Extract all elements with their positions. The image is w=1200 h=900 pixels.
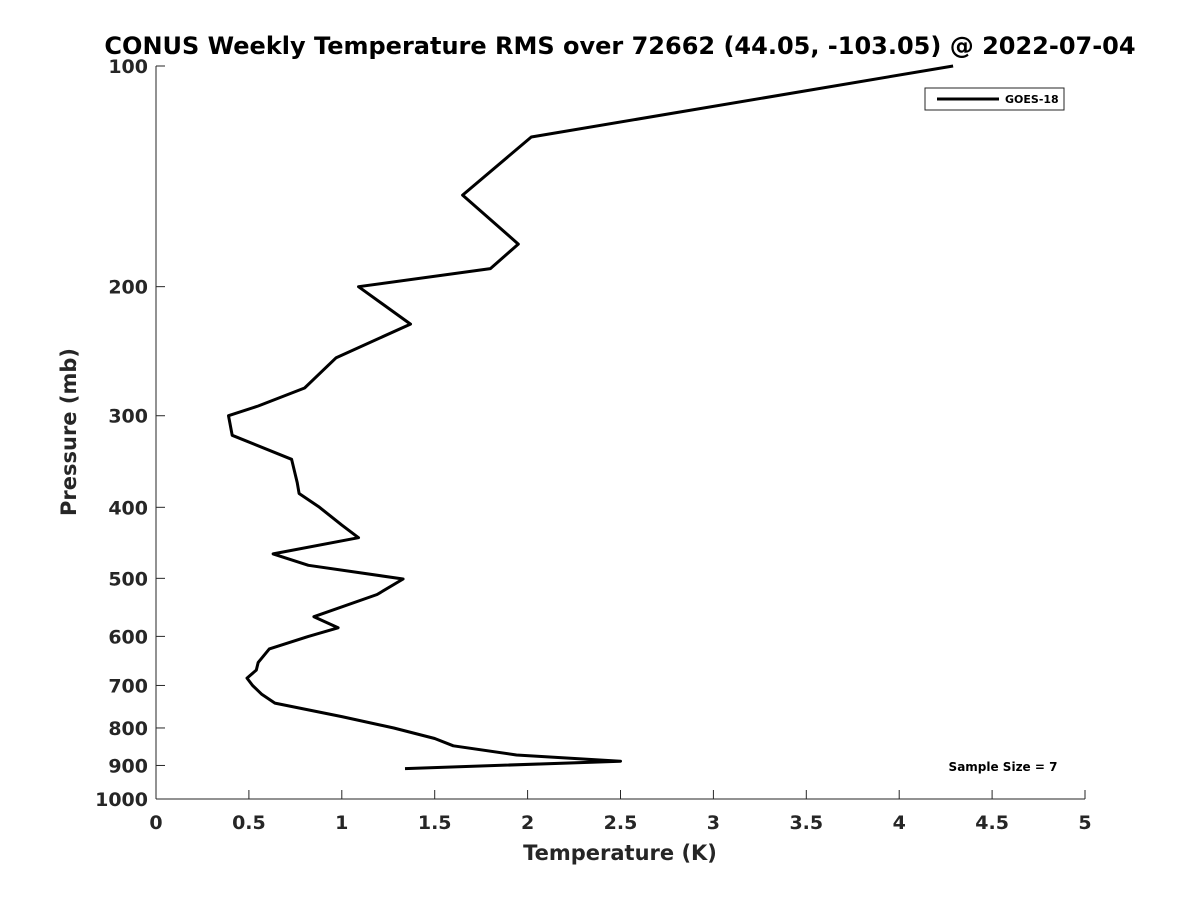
y-tick-label: 800 bbox=[108, 718, 148, 740]
x-tick-label: 5 bbox=[1078, 812, 1091, 834]
x-tick-label: 2 bbox=[521, 812, 534, 834]
x-axis-label: Temperature (K) bbox=[523, 841, 717, 865]
y-tick-label: 700 bbox=[108, 675, 148, 697]
y-tick-label: 500 bbox=[108, 568, 148, 590]
x-tick-label: 3.5 bbox=[789, 812, 823, 834]
y-tick-label: 100 bbox=[108, 56, 148, 78]
x-tick-label: 0 bbox=[149, 812, 162, 834]
plot-background bbox=[156, 66, 1085, 799]
x-ticks: 0 0.5 1 1.5 2 2.5 3 3.5 4 4.5 5 bbox=[149, 790, 1092, 834]
x-tick-label: 1.5 bbox=[418, 812, 452, 834]
y-axis-label: Pressure (mb) bbox=[57, 348, 81, 516]
sample-size-annotation: Sample Size = 7 bbox=[949, 760, 1058, 774]
x-tick-label: 4.5 bbox=[975, 812, 1009, 834]
series-group bbox=[227, 64, 954, 771]
x-tick-label: 2.5 bbox=[604, 812, 638, 834]
y-tick-label: 400 bbox=[108, 497, 148, 519]
legend-label: GOES-18 bbox=[1005, 93, 1059, 106]
y-tick-label: 900 bbox=[108, 755, 148, 777]
x-tick-label: 1 bbox=[335, 812, 348, 834]
x-tick-label: 0.5 bbox=[232, 812, 266, 834]
chart-title: CONUS Weekly Temperature RMS over 72662 … bbox=[104, 32, 1135, 60]
y-tick-label: 1000 bbox=[95, 789, 148, 811]
x-tick-label: 3 bbox=[707, 812, 720, 834]
plot-area bbox=[156, 66, 1085, 799]
y-tick-label: 200 bbox=[108, 277, 148, 299]
y-tick-label: 300 bbox=[108, 406, 148, 428]
legend: GOES-18 bbox=[924, 87, 1065, 111]
y-ticks: 100 200 300 400 500 600 700 800 900 1000 bbox=[95, 56, 165, 811]
y-tick-label: 600 bbox=[108, 626, 148, 648]
x-tick-label: 4 bbox=[893, 812, 906, 834]
series-line-goes-18 bbox=[227, 64, 954, 771]
